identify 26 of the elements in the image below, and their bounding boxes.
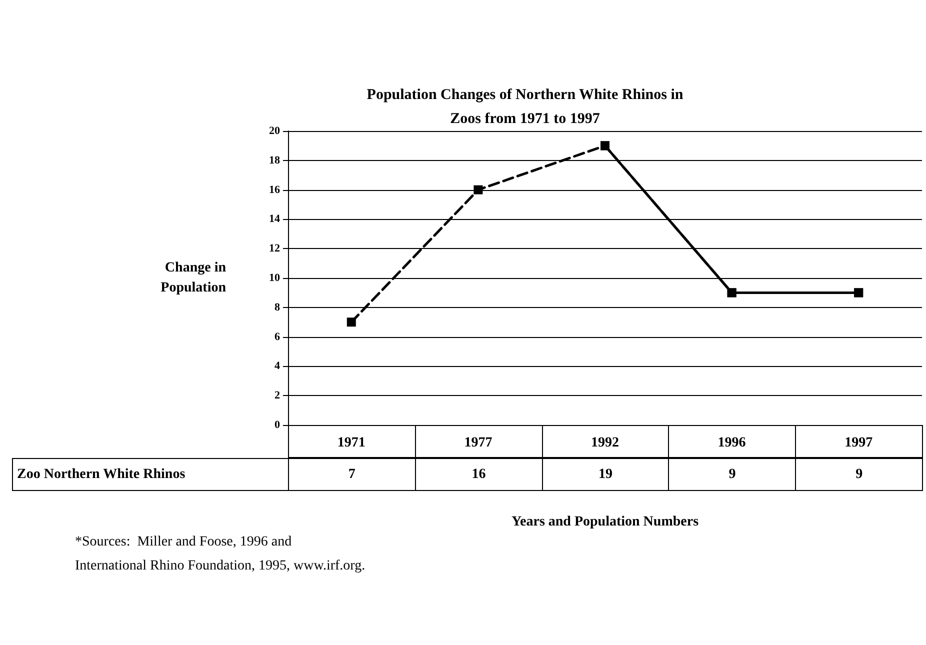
y-tick-label: 8 — [274, 301, 280, 314]
x-tick-label: 1996 — [718, 436, 746, 450]
y-tick-label: 0 — [274, 419, 280, 431]
data-label: 19 — [542, 458, 670, 491]
data-label: 7 — [288, 458, 416, 491]
x-tick-label: 1971 — [337, 436, 366, 450]
x-tick-label: 1997 — [844, 436, 873, 450]
y-tick-label: 2 — [274, 390, 280, 402]
x-axis-title: Years and Population Numbers — [511, 514, 700, 530]
y-tick-label: 4 — [274, 360, 280, 372]
data-label: 16 — [414, 458, 543, 491]
chart-title: Population Changes of Northern White Rhinos in Zoos from 1971 to 1997 — [366, 87, 684, 127]
y-tick-label: 14 — [269, 213, 280, 226]
text: Zoo Northern White Rhinos — [12, 458, 289, 491]
y-tick-label: 16 — [269, 184, 280, 196]
text: *Sources: Miller and Foose, 1996 and International Rhino Foundation, 1995, www.irf.org. — [75, 534, 366, 574]
y-axis-title: Change in Population — [160, 260, 226, 296]
y-tick-label: 6 — [274, 330, 280, 343]
data-label: 9 — [668, 458, 796, 491]
y-tick-label: 10 — [269, 272, 280, 284]
y-tick-label: 12 — [269, 242, 280, 255]
y-tick-label: 18 — [269, 154, 280, 166]
data-label: 9 — [795, 458, 923, 491]
y-tick-label: 20 — [269, 125, 280, 137]
x-tick-label: 1977 — [464, 436, 492, 450]
x-tick-label: 1992 — [591, 436, 619, 450]
